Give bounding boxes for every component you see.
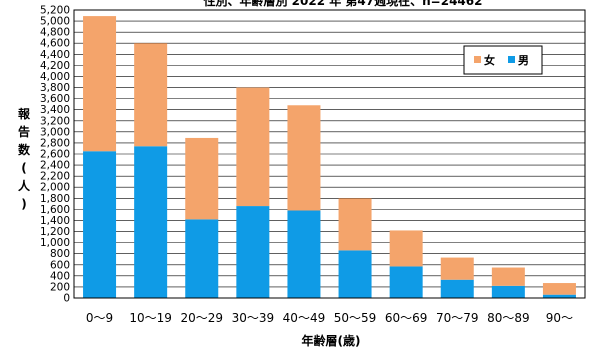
bar-男-8: [491, 285, 525, 298]
y-tick-label: 2,600: [40, 149, 70, 161]
y-tick-label: 4,600: [40, 38, 70, 50]
x-tick-label: 0〜9: [86, 311, 113, 325]
y-tick-label: 4,400: [40, 49, 70, 61]
y-tick-label: 4,200: [40, 60, 70, 72]
legend-swatch-男: [508, 56, 515, 63]
bar-女-5: [338, 198, 372, 251]
bar-男-9: [542, 294, 576, 298]
x-tick-label: 40〜49: [283, 311, 326, 325]
bar-男-1: [134, 146, 168, 298]
y-tick-label: 5,200: [40, 5, 70, 17]
x-tick-label: 10〜19: [129, 311, 172, 325]
y-tick-label: 3,800: [40, 82, 70, 94]
y-tick-label: 3,400: [40, 104, 70, 116]
y-tick-label: 2,800: [40, 137, 70, 149]
bar-女-8: [491, 267, 525, 286]
y-tick-label: 0: [63, 293, 70, 305]
bar-女-4: [287, 105, 321, 211]
bar-女-9: [542, 283, 576, 295]
bar-男-7: [440, 279, 474, 298]
bar-女-2: [185, 137, 219, 220]
x-tick-label: 90〜: [546, 311, 573, 325]
x-tick-labels: 0〜9 10〜19 20〜29 30〜39 40〜49 50〜59 60〜69 70〜79 80…: [86, 311, 573, 325]
x-tick-label: 60〜69: [385, 311, 428, 325]
bars: [83, 16, 576, 298]
bar-男-0: [83, 151, 117, 298]
y-tick-label: 5,000: [40, 16, 70, 28]
y-tick-label: 3,200: [40, 115, 70, 127]
y-tick-label: 1,600: [40, 204, 70, 216]
legend-swatch-女: [474, 56, 481, 63]
bar-女-3: [236, 87, 270, 207]
x-tick-label: 20〜29: [180, 311, 223, 325]
bar-男-3: [236, 206, 270, 298]
x-tick-label: 70〜79: [436, 311, 479, 325]
bar-女-0: [83, 16, 117, 152]
y-tick-labels: 02004006008001,0001,2001,4001,6001,8002,…: [40, 5, 70, 305]
x-axis-title: 年齢層(歳): [302, 333, 361, 348]
x-tick-label: 50〜59: [334, 311, 377, 325]
legend-label-男: 男: [518, 54, 529, 67]
y-tick-label: 1,400: [40, 215, 70, 227]
x-tick-label: 80〜89: [487, 311, 530, 325]
bar-女-7: [440, 257, 474, 280]
y-tick-label: 1,200: [40, 226, 70, 238]
y-tick-label: 1,800: [40, 193, 70, 205]
y-tick-label: 800: [50, 248, 70, 260]
y-tick-label: 2,000: [40, 182, 70, 194]
x-tick-label: 30〜39: [232, 311, 275, 325]
y-tick-label: 2,200: [40, 171, 70, 183]
legend-label-女: 女: [484, 53, 495, 67]
y-tick-label: 400: [50, 270, 70, 282]
y-tick-label: 1,000: [40, 237, 70, 249]
y-tick-label: 200: [50, 281, 70, 293]
y-axis-title: 報告数(人): [18, 106, 31, 211]
y-tick-label: 2,400: [40, 160, 70, 172]
y-tick-label: 600: [50, 259, 70, 271]
y-tick-label: 4,000: [40, 71, 70, 83]
y-tick-label: 4,800: [40, 27, 70, 39]
bar-男-5: [338, 250, 372, 298]
bar-男-6: [389, 266, 423, 298]
y-tick-label: 3,000: [40, 126, 70, 138]
chart-title: 性別、年齢層別 2022 年 第47週現在、n=24462: [203, 0, 483, 8]
y-tick-label: 3,600: [40, 93, 70, 105]
bar-女-6: [389, 230, 423, 267]
bar-男-2: [185, 219, 219, 298]
bar-男-4: [287, 210, 321, 298]
bar-女-1: [134, 43, 168, 147]
legend: 女男: [463, 45, 543, 75]
plot-area: [73, 9, 586, 299]
